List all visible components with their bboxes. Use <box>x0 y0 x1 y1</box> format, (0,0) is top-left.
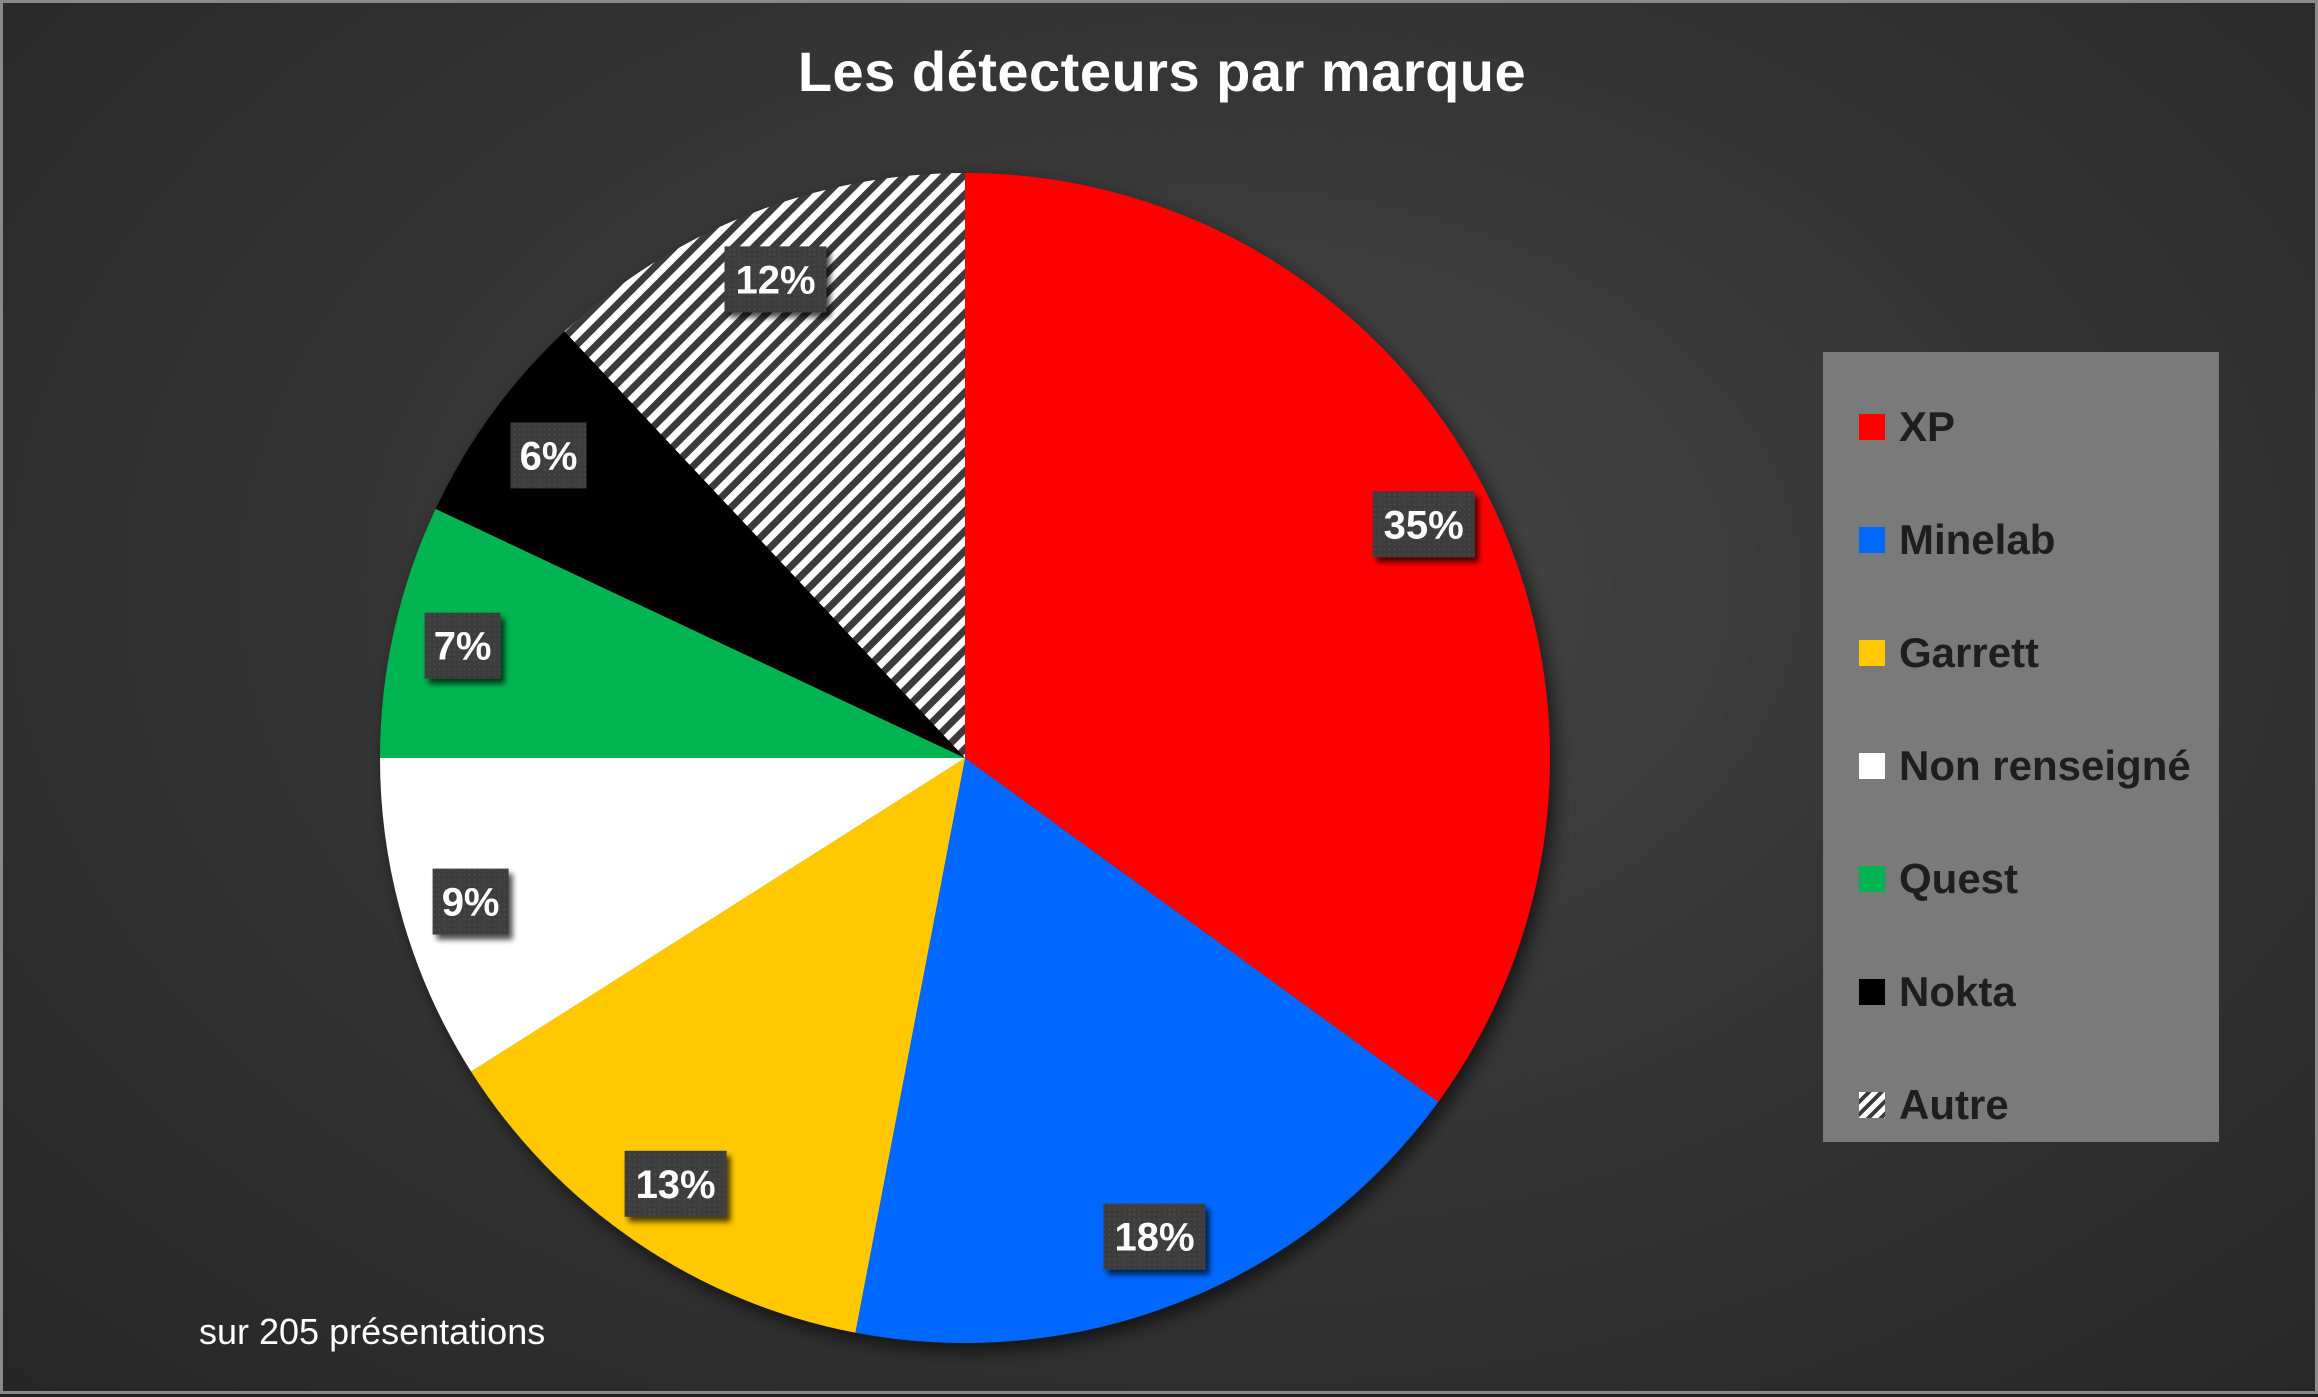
legend-swatch <box>1859 865 1885 892</box>
legend-swatch <box>1859 526 1885 553</box>
data-label-nokta: 6% <box>510 422 587 489</box>
legend-swatch <box>1859 978 1885 1005</box>
data-label-minelab: 18% <box>1103 1203 1206 1270</box>
data-label-box <box>432 868 509 935</box>
legend-swatch <box>1859 1091 1885 1118</box>
legend-label: Nokta <box>1899 967 2016 1015</box>
data-label-box <box>510 422 587 489</box>
data-label-text: 9% <box>442 881 500 925</box>
pie-slice-non-renseigne <box>380 758 965 1072</box>
data-label-text: 18% <box>1114 1216 1194 1260</box>
legend-item-minelab: Minelab <box>1823 483 2219 596</box>
pie-slice-minelab <box>855 758 1439 1344</box>
legend-label: Garrett <box>1899 628 2040 676</box>
legend-item-autre: Autre <box>1823 1048 2219 1161</box>
legend-item-garrett: Garrett <box>1823 596 2219 709</box>
data-label-text: 6% <box>520 434 578 478</box>
legend: XP Minelab Garrett Non renseigné Quest Nokta A… <box>1823 352 2219 1142</box>
data-label-text: 12% <box>735 258 815 302</box>
data-label-text: 13% <box>636 1163 716 1207</box>
data-label-non-renseigne: 9% <box>432 868 509 935</box>
data-label-text: 7% <box>434 625 492 669</box>
data-label-text: 35% <box>1384 503 1464 547</box>
legend-label: Minelab <box>1899 515 2056 563</box>
pie-slice-xp <box>965 173 1550 1102</box>
legend-label: XP <box>1899 402 1956 450</box>
legend-swatch <box>1859 639 1885 666</box>
data-label-autre: 12% <box>724 246 827 313</box>
data-label-box <box>624 1150 727 1217</box>
data-label-box <box>1103 1203 1206 1270</box>
legend-swatch <box>1859 752 1885 779</box>
data-label-box <box>1372 491 1475 558</box>
data-label-xp: 35% <box>1372 491 1475 558</box>
legend-label: Non renseigné <box>1899 741 2191 789</box>
pie-slice-garrett <box>471 758 965 1333</box>
legend-item-xp: XP <box>1823 370 2219 483</box>
pie-slice-autre <box>564 173 965 758</box>
legend-item-non-renseigne: Non renseigné <box>1823 709 2219 822</box>
data-label-quest: 7% <box>424 612 501 679</box>
pie-slice-quest <box>380 508 965 758</box>
pie-data-labels: 35% 18% 13% 9% 7% 6% 12% <box>424 246 1475 1270</box>
data-label-box <box>424 612 501 679</box>
legend-item-quest: Quest <box>1823 822 2219 935</box>
data-label-box <box>724 246 827 313</box>
legend-swatch <box>1859 413 1885 440</box>
legend-item-nokta: Nokta <box>1823 935 2219 1048</box>
legend-label: Autre <box>1899 1080 2009 1128</box>
legend-label: Quest <box>1899 854 2019 902</box>
pie-slices <box>380 173 1550 1344</box>
chart-title: Les détecteurs par marque <box>797 40 1527 103</box>
footnote: sur 205 présentations <box>199 1311 546 1352</box>
pie-chart: 35% 18% 13% 9% 7% 6% 12% <box>380 173 1550 1344</box>
data-label-garrett: 13% <box>624 1150 727 1217</box>
